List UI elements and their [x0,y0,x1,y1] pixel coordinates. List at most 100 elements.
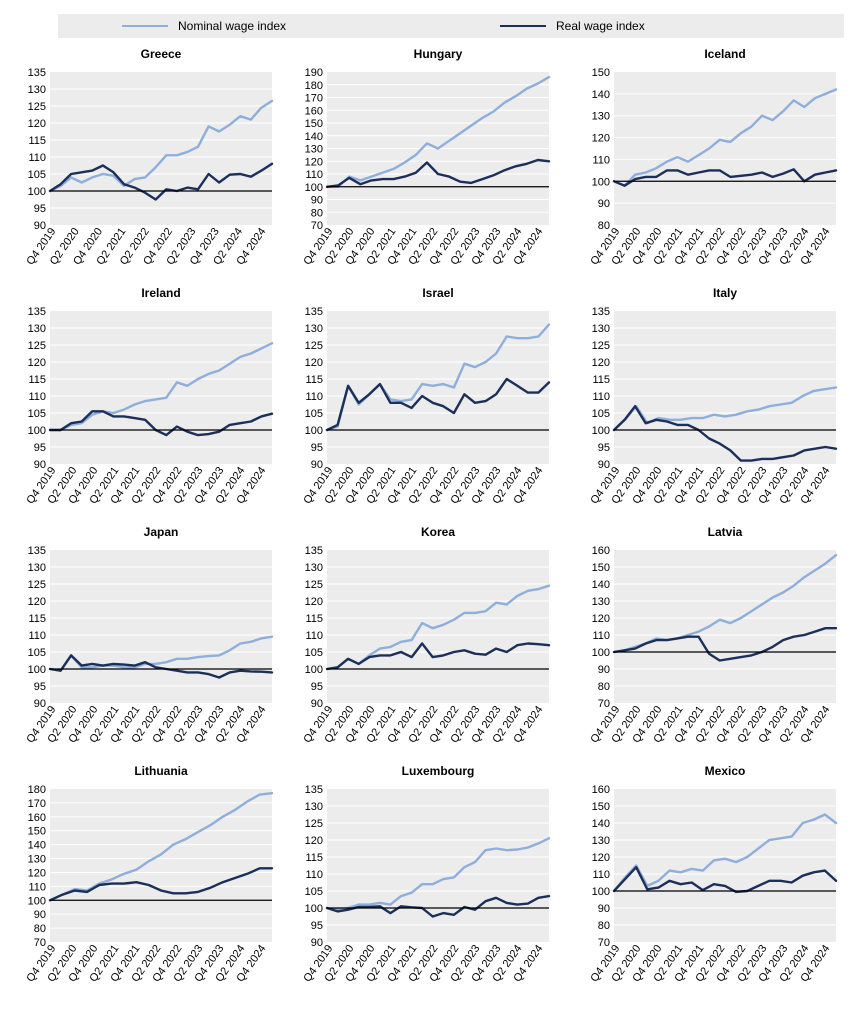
y-tick-label: 90 [34,909,46,921]
y-tick-label: 125 [305,340,323,352]
nominal-wage-line [325,837,551,911]
y-tick-label: 135 [592,306,610,318]
y-tick-label: 90 [311,459,323,471]
plot-area [614,311,836,464]
y-tick-label: 125 [28,340,46,352]
y-tick-label: 130 [28,562,46,574]
y-tick-label: 130 [28,854,46,866]
plot-area [50,72,272,225]
y-tick-label: 110 [592,391,610,403]
real-wage-line [325,377,551,432]
plot-area [50,550,272,703]
panel-title: Luxembourg [402,764,475,778]
y-tick-label: 125 [28,101,46,113]
y-tick-label: 115 [28,374,46,386]
y-tick-label: 120 [592,613,610,625]
y-tick-label: 95 [34,681,46,693]
panel-title: Japan [144,525,179,539]
y-tick-label: 100 [28,895,46,907]
y-tick-label: 90 [311,698,323,710]
y-tick-label: 115 [305,613,323,625]
y-tick-label: 170 [305,93,323,105]
y-tick-label: 120 [592,133,610,145]
y-tick-label: 135 [305,545,323,557]
y-tick-label: 125 [305,579,323,591]
y-tick-label: 120 [305,596,323,608]
y-tick-label: 100 [28,664,46,676]
y-tick-label: 70 [34,937,46,949]
nominal-wage-line [325,75,551,189]
real-wage-line [48,867,274,902]
y-tick-label: 140 [592,818,610,830]
panel-title: Iceland [704,47,745,61]
real-wage-line [612,405,838,462]
y-tick-label: 160 [592,784,610,796]
y-tick-label: 170 [28,798,46,810]
y-tick-label: 80 [34,923,46,935]
y-tick-label: 135 [28,306,46,318]
panel-title: Latvia [708,525,743,539]
y-tick-label: 160 [28,812,46,824]
y-tick-label: 130 [305,801,323,813]
y-tick-label: 90 [311,195,323,207]
panel-title: Greece [141,47,182,61]
y-tick-label: 135 [28,67,46,79]
y-tick-label: 80 [598,681,610,693]
panel-title: Italy [713,286,737,300]
nominal-wage-line [612,813,838,893]
y-tick-label: 90 [34,459,46,471]
y-tick-label: 160 [305,105,323,117]
real-legend-label: Real wage index [556,19,645,33]
y-tick-label: 130 [592,323,610,335]
nominal-wage-line [48,99,274,193]
plot-area [327,311,549,464]
y-tick-label: 95 [34,442,46,454]
y-tick-label: 105 [305,647,323,659]
y-tick-label: 115 [28,135,46,147]
real-legend-line [500,25,546,27]
legend-item-real: Real wage index [500,14,645,38]
y-tick-label: 105 [305,886,323,898]
y-tick-label: 130 [592,596,610,608]
nominal-wage-line [48,635,274,672]
real-wage-line [48,654,274,679]
y-tick-label: 140 [592,579,610,591]
y-tick-label: 150 [592,562,610,574]
y-tick-label: 80 [598,920,610,932]
real-wage-line [325,894,551,918]
panel-title: Israel [422,286,453,300]
y-tick-label: 90 [311,937,323,949]
y-tick-label: 110 [28,630,46,642]
y-tick-label: 130 [28,84,46,96]
real-wage-line [612,627,838,662]
nominal-wage-line [48,342,274,432]
y-tick-label: 90 [598,459,610,471]
y-tick-label: 90 [598,903,610,915]
y-tick-label: 120 [305,357,323,369]
y-tick-label: 140 [28,840,46,852]
y-tick-label: 190 [305,67,323,79]
panel-title: Ireland [141,286,180,300]
real-wage-line [612,168,838,187]
panel-hungary: Hungary 708090100110120130140150160170180… [301,47,551,267]
y-tick-label: 80 [311,207,323,219]
y-tick-label: 100 [592,647,610,659]
y-tick-label: 110 [305,630,323,642]
y-tick-label: 110 [592,154,610,166]
y-tick-label: 125 [305,818,323,830]
y-tick-label: 125 [28,579,46,591]
y-tick-label: 140 [305,131,323,143]
y-tick-label: 130 [592,835,610,847]
nominal-legend-line [122,25,168,27]
panel-title: Hungary [414,47,463,61]
y-tick-label: 150 [305,118,323,130]
y-tick-label: 100 [305,903,323,915]
y-tick-label: 110 [592,869,610,881]
y-tick-label: 150 [592,67,610,79]
